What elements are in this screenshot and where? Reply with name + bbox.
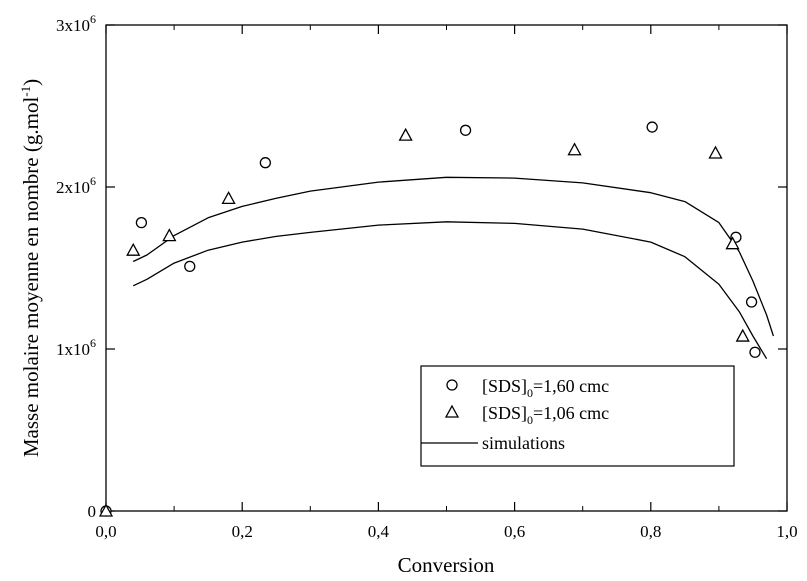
data-point-triangle xyxy=(98,503,114,517)
data-point-triangle xyxy=(162,228,177,242)
data-point-triangle xyxy=(725,236,740,250)
x-tick-label: 0,4 xyxy=(368,522,390,541)
data-point-triangle xyxy=(126,242,141,256)
data-point-triangle xyxy=(735,328,750,342)
data-point-circle xyxy=(745,296,758,308)
x-tick-label: 0,6 xyxy=(504,522,525,541)
data-point-circle xyxy=(259,157,272,169)
legend-label-series-2: [SDS]0=1,06 cmc xyxy=(482,403,609,427)
x-tick-label: 0,8 xyxy=(640,522,661,541)
data-point-circle xyxy=(646,121,658,133)
data-point-triangle xyxy=(567,142,582,156)
x-tick-label: 0,2 xyxy=(232,522,253,541)
data-markers xyxy=(98,121,761,517)
legend-series-1-sub: 0 xyxy=(527,386,533,400)
legend-series-2-sub: 0 xyxy=(527,413,533,427)
y-tick-label: 0 xyxy=(88,502,97,521)
x-axis-label: Conversion xyxy=(398,553,495,577)
legend-box xyxy=(420,365,735,467)
y-axis-label: Masse molaire moyenne en nombre (g.mol-1… xyxy=(18,79,43,457)
x-tick-label: 0,0 xyxy=(95,522,116,541)
legend-series-1-rest: =1,60 cmc xyxy=(533,376,609,396)
y-tick-label: 3x106 xyxy=(56,12,96,35)
legend-label-series-3: simulations xyxy=(482,433,565,453)
legend-series-2-rest: =1,06 cmc xyxy=(533,403,609,423)
axes: 0,0 0,2 0,4 0,6 0,8 1,0 0 1x106 2x106 3x106 xyxy=(56,12,798,541)
data-point-circle xyxy=(135,216,148,229)
data-point-triangle xyxy=(221,190,236,204)
legend-marker-circle xyxy=(446,379,458,391)
simulation-curve xyxy=(132,221,768,360)
x-tick-label: 1,0 xyxy=(776,522,797,541)
legend: [SDS]0=1,60 cmc [SDS]0=1,06 cmc simulati… xyxy=(420,365,735,467)
data-point-circle xyxy=(184,260,196,273)
legend-marker-triangle xyxy=(444,404,460,418)
y-axis-label-close: ) xyxy=(19,79,43,86)
y-tick-label: 1x106 xyxy=(56,336,96,359)
y-axis-label-main: Masse molaire moyenne en nombre (g.mol xyxy=(19,97,43,458)
legend-series-2-name: [SDS] xyxy=(482,403,527,423)
y-axis-label-sup: -1 xyxy=(18,86,33,97)
simulation-curve xyxy=(132,176,775,337)
data-point-triangle xyxy=(708,145,723,159)
legend-label-series-1: [SDS]0=1,60 cmc xyxy=(482,376,609,400)
data-point-triangle xyxy=(398,127,413,141)
y-tick-label: 2x106 xyxy=(56,174,96,197)
simulation-curves xyxy=(132,176,775,360)
legend-series-1-name: [SDS] xyxy=(482,376,527,396)
data-point-circle xyxy=(459,124,472,136)
data-point-circle xyxy=(749,346,761,358)
